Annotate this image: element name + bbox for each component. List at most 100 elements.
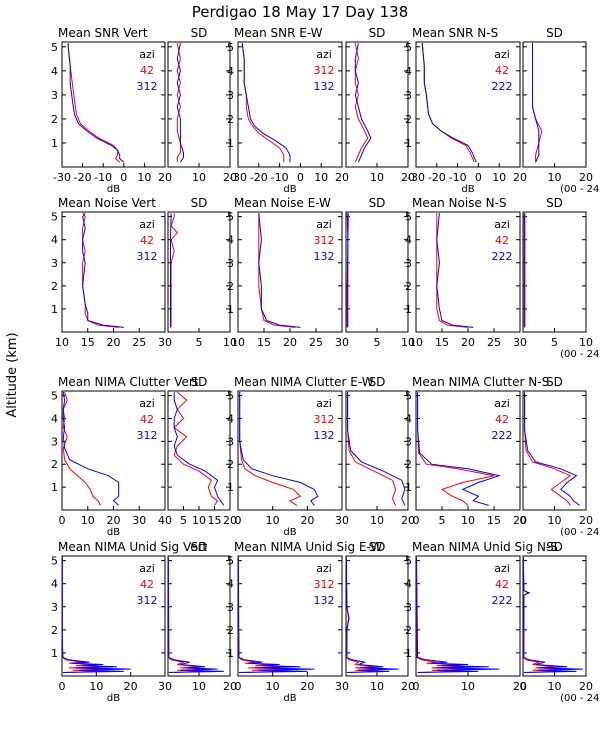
y-tick-label: 5 (405, 41, 412, 54)
figure-title: Perdigao 18 May 17 Day 138 (192, 3, 409, 21)
panel-3-5: Mean NIMA Clutter N-S 1 2 3 4 5 0 5 10 15 20 azi 42 2… (405, 375, 549, 527)
x-tick-label: -20 (250, 171, 268, 184)
profile-line-blue (532, 43, 540, 163)
x-tick-label: 30 (158, 680, 172, 693)
x-tick-label: 10 (55, 336, 69, 349)
x-tick-label: 20 (401, 680, 415, 693)
x-tick-label: 20 (300, 514, 314, 527)
profile-line-red (417, 392, 495, 506)
time-range-label: (00 - 24 UT) (560, 693, 600, 704)
panel-2-3: Mean Noise E-W 1 2 3 4 5 10 15 20 25 30 azi 312 132 (227, 196, 349, 349)
x-tick-label: 0 (59, 680, 66, 693)
x-tick-label: 15 (435, 336, 449, 349)
profile-line-blue (421, 43, 477, 163)
panel-4-1: Mean NIMA Unid Sig Vert 1 2 3 4 5 0 10 20 30 dB azi… (51, 540, 208, 704)
profile-line-blue (176, 43, 184, 163)
y-tick-label: 5 (51, 41, 58, 54)
y-tick-label: 3 (405, 89, 412, 102)
x-tick-label: 40 (158, 514, 172, 527)
y-tick-label: 1 (51, 481, 58, 494)
legend-header: azi (316, 218, 332, 231)
panel-title: Mean SNR E-W (234, 26, 323, 40)
profile-line-blue (347, 392, 406, 506)
panel-title: SD (369, 375, 386, 389)
panel-1-3: Mean SNR E-W 1 2 3 4 5 -30 -20 -10 0 10 20 dB azi 312 1… (227, 26, 349, 195)
y-tick-label: 3 (51, 89, 58, 102)
x-tick-label: 25 (309, 336, 323, 349)
profile-line-red (82, 212, 119, 328)
panel-title: SD (546, 375, 563, 389)
legend-azimuth-red: 42 (495, 578, 509, 591)
y-tick-label: 4 (227, 234, 234, 247)
profile-line-blue (167, 557, 224, 673)
x-tick-label: 0 (520, 680, 527, 693)
x-tick-label: 20 (107, 514, 121, 527)
profile-line-red (167, 557, 212, 673)
x-tick-label: 0 (235, 514, 242, 527)
x-tick-label: 0 (413, 680, 420, 693)
y-tick-label: 1 (227, 137, 234, 150)
x-tick-label: -10 (449, 171, 467, 184)
y-tick-label: 3 (405, 601, 412, 614)
x-tick-label: 10 (192, 514, 206, 527)
profile-line-blue (239, 392, 319, 506)
profile-line-red (258, 213, 296, 328)
x-tick-label: 30 (158, 336, 172, 349)
x-tick-label: 20 (223, 514, 237, 527)
y-tick-label: 2 (405, 280, 412, 293)
profile-line-red (241, 43, 285, 163)
y-tick-label: 4 (405, 412, 412, 425)
legend-azimuth-red: 42 (495, 413, 509, 426)
x-tick-label: 30 (513, 336, 527, 349)
panel-frame (237, 41, 343, 168)
panel-4-4: SD 10 20 (345, 540, 415, 693)
panel-frame (61, 41, 166, 168)
y-tick-label: 2 (405, 624, 412, 637)
legend-azimuth-blue: 132 (314, 429, 335, 442)
legend-header: azi (139, 218, 155, 231)
x-tick-label: 10 (223, 336, 237, 349)
x-tick-label: 0 (297, 171, 304, 184)
panel-frame (167, 211, 231, 333)
x-tick-label: 10 (231, 336, 245, 349)
x-axis-label: dB (283, 693, 296, 704)
legend-header: azi (316, 562, 332, 575)
panel-4-6: SD 0 10 20(00 - 24 UT) (520, 540, 600, 704)
x-tick-label: 5 (180, 514, 187, 527)
x-tick-label: 20 (579, 171, 593, 184)
panel-title: Mean NIMA Unid Sig N-S (412, 540, 558, 554)
profile-line-red (61, 557, 114, 673)
legend-header: azi (494, 48, 510, 61)
x-tick-label: 20 (223, 680, 237, 693)
y-tick-label: 1 (405, 481, 412, 494)
profile-line-blue (173, 392, 225, 506)
panel-title: Mean Noise E-W (234, 196, 331, 210)
legend-header: azi (139, 48, 155, 61)
panel-2-4: SD 5 10 (345, 196, 415, 349)
legend-azimuth-blue: 312 (137, 429, 158, 442)
legend-azimuth-red: 42 (140, 578, 154, 591)
x-tick-label: 15 (208, 514, 222, 527)
panel-frame (237, 555, 343, 677)
y-tick-label: 2 (227, 113, 234, 126)
y-tick-label: 2 (51, 624, 58, 637)
legend-header: azi (494, 562, 510, 575)
y-tick-label: 2 (227, 280, 234, 293)
panel-frame (237, 390, 343, 511)
x-tick-label: 0 (475, 171, 482, 184)
profile-line-red (62, 391, 102, 506)
x-tick-label: 5 (551, 336, 558, 349)
x-tick-label: 20 (579, 514, 593, 527)
panel-3-4: SD 10 20 (345, 375, 415, 527)
y-tick-label: 5 (405, 211, 412, 224)
legend-azimuth-red: 312 (314, 413, 335, 426)
y-tick-label: 5 (227, 390, 234, 403)
x-tick-label: 5 (374, 336, 381, 349)
panel-2-5: Mean Noise N-S 1 2 3 4 5 10 15 20 25 30 azi 42 222 (405, 196, 527, 349)
panel-3-1: Mean NIMA Clutter Vert 1 2 3 4 5 0 10 20 30 40 dB az… (51, 375, 199, 538)
profile-line-red (173, 391, 219, 506)
x-tick-label: 25 (132, 336, 146, 349)
profile-line-blue (524, 392, 580, 506)
